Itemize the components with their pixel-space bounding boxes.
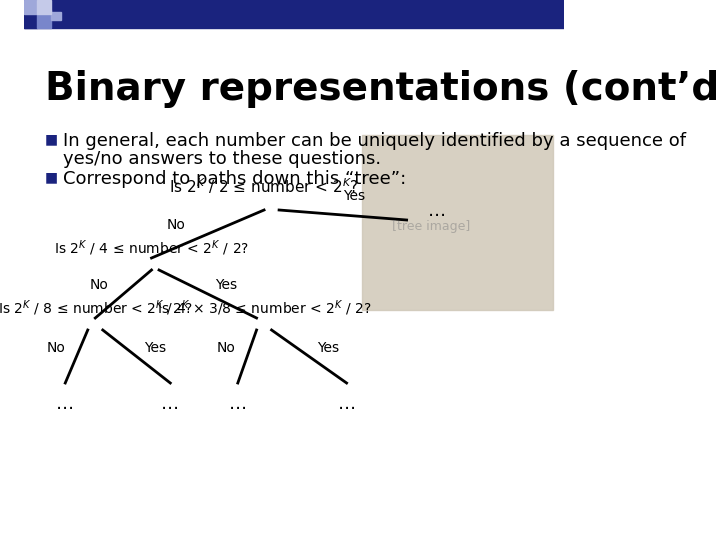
Text: yes/no answers to these questions.: yes/no answers to these questions.	[63, 150, 381, 168]
Text: ■: ■	[45, 132, 58, 146]
Text: …: …	[161, 395, 179, 413]
Bar	[37, 10, 51, 28]
Text: No: No	[46, 341, 66, 354]
Text: …: …	[338, 395, 356, 413]
Bar	[37, 0, 51, 14]
Text: In general, each number can be uniquely identified by a sequence of: In general, each number can be uniquely …	[63, 132, 686, 150]
Text: Is 2$^K$ / 8 ≤ number < 2$^K$ / 4?: Is 2$^K$ / 8 ≤ number < 2$^K$ / 4?	[0, 299, 193, 318]
Text: Binary representations (cont’d): Binary representations (cont’d)	[45, 70, 720, 108]
Text: No: No	[217, 341, 236, 354]
Text: Yes: Yes	[144, 341, 166, 354]
Text: …: …	[56, 395, 74, 413]
Text: …: …	[428, 202, 446, 220]
Bar	[24, 10, 37, 28]
Text: Is 2$^K$ / 2 ≤ number < 2$^K$?: Is 2$^K$ / 2 ≤ number < 2$^K$?	[169, 176, 359, 196]
Text: ■: ■	[45, 170, 58, 184]
Bar	[24, 0, 37, 14]
Text: …: …	[229, 395, 247, 413]
Text: No: No	[89, 278, 109, 292]
Text: Yes: Yes	[343, 189, 365, 203]
Text: Yes: Yes	[317, 341, 338, 354]
Text: Correspond to paths down this “tree”:: Correspond to paths down this “tree”:	[63, 170, 406, 188]
Text: Yes: Yes	[215, 278, 238, 292]
Text: No: No	[166, 218, 185, 232]
Bar	[51, 12, 61, 20]
Text: Is 2$^K$ / 4 ≤ number < 2$^K$ / 2?: Is 2$^K$ / 4 ≤ number < 2$^K$ / 2?	[54, 238, 249, 258]
Text: [tree image]: [tree image]	[392, 220, 470, 233]
Bar	[24, 0, 564, 28]
Bar	[361, 135, 553, 310]
Text: Is 2$^K$ × 3/8 ≤ number < 2$^K$ / 2?: Is 2$^K$ × 3/8 ≤ number < 2$^K$ / 2?	[157, 299, 372, 318]
